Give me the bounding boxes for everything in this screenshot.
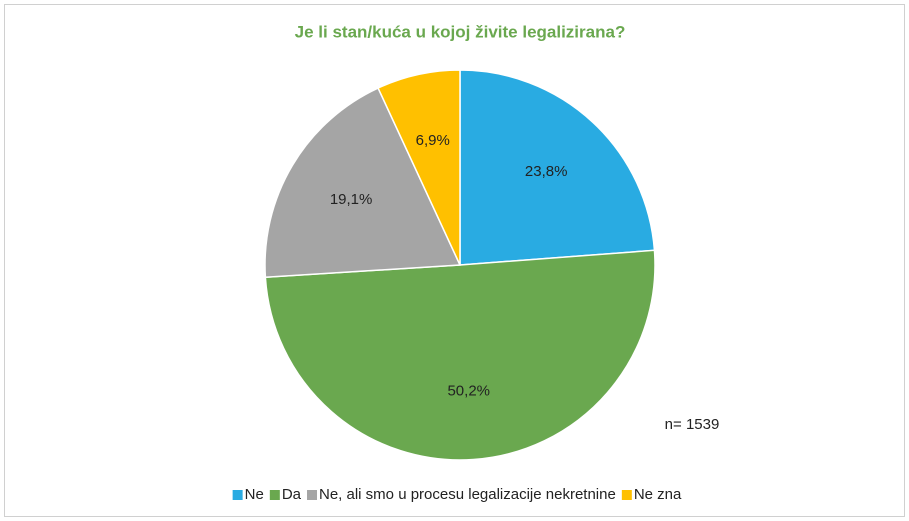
data-label: 50,2% (447, 382, 490, 399)
legend-swatch (232, 490, 243, 500)
chart-title: Je li stan/kuća u kojoj živite legalizir… (295, 22, 626, 41)
annotation: n= 1539 (665, 416, 720, 433)
pie-slice (264, 249, 656, 461)
legend-swatch (621, 490, 632, 500)
pie-slice (377, 69, 461, 266)
data-label: 23,8% (525, 163, 568, 180)
pie-slice (459, 69, 656, 266)
legend-label: Ne (245, 486, 264, 503)
legend-label: Da (282, 486, 302, 503)
legend-swatch (269, 490, 280, 500)
legend-label: Ne zna (634, 486, 682, 503)
pie-slice (264, 87, 462, 279)
data-label: 19,1% (330, 191, 373, 208)
legend-swatch (307, 490, 318, 500)
legend-label: Ne, ali smo u procesu legalizacije nekre… (319, 486, 616, 503)
data-label: 6,9% (416, 132, 450, 149)
